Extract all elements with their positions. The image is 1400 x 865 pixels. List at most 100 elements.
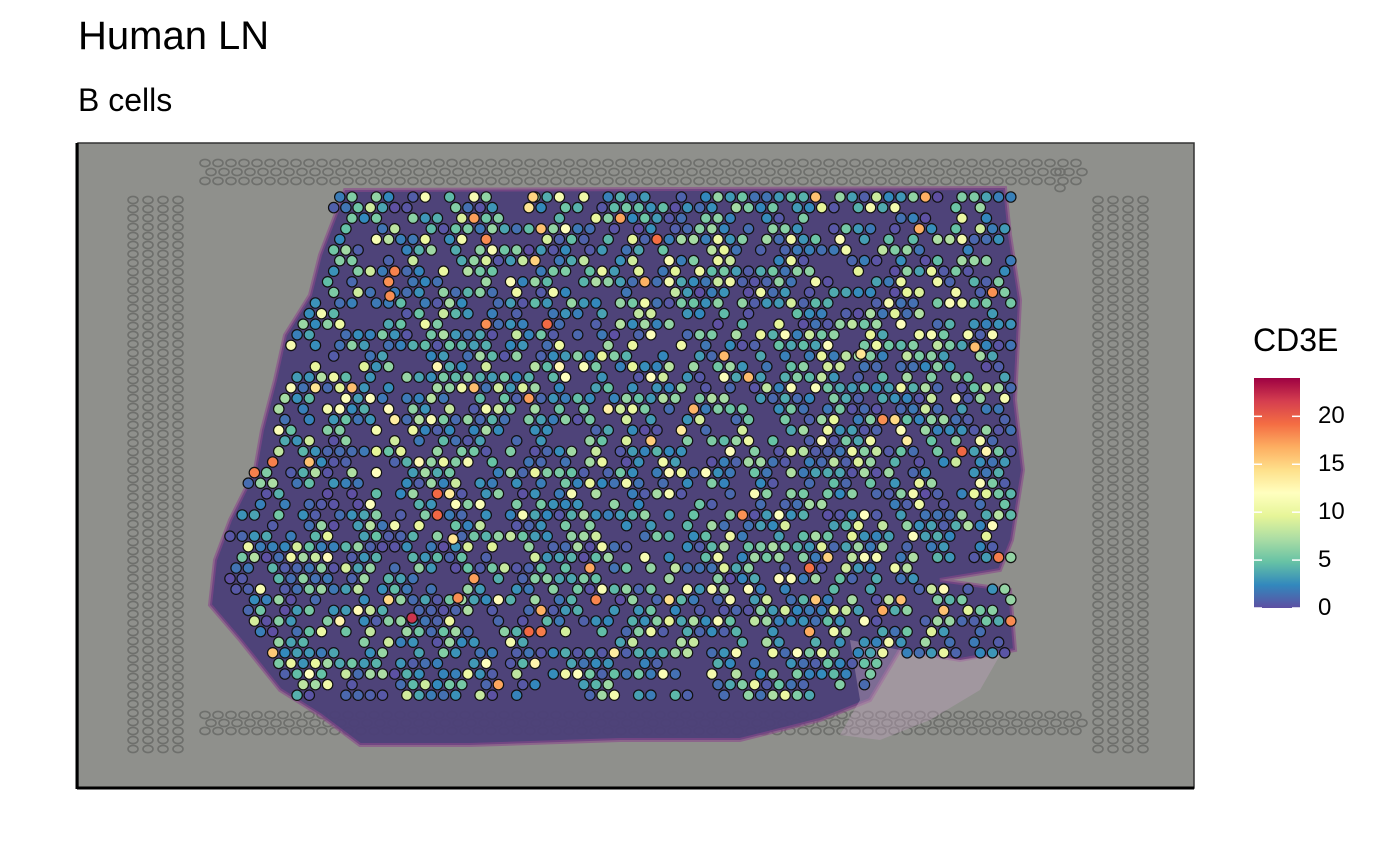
spot — [895, 424, 907, 436]
spot — [419, 212, 431, 224]
spot — [986, 583, 999, 595]
spot — [870, 466, 883, 479]
fiducial-spot — [142, 474, 154, 484]
spot — [449, 477, 462, 489]
spot — [242, 604, 255, 617]
fiducial-spot — [251, 176, 263, 186]
fiducial-spot — [875, 158, 887, 168]
fiducial-spot — [1018, 158, 1030, 168]
spot — [699, 551, 712, 564]
spot — [394, 487, 407, 500]
spot — [852, 604, 865, 617]
spot — [370, 466, 383, 479]
spot — [626, 487, 639, 500]
spot — [931, 191, 944, 203]
spot — [571, 646, 584, 659]
spot — [474, 646, 486, 659]
fiducial-spot — [205, 718, 217, 728]
fiducial-spot — [673, 167, 685, 177]
spot — [462, 668, 474, 680]
spot — [773, 551, 785, 564]
spot — [529, 297, 541, 309]
spot — [693, 540, 706, 553]
spot — [584, 244, 596, 256]
spot — [803, 265, 816, 277]
fiducial-spot — [1137, 357, 1149, 367]
spot — [724, 678, 736, 691]
spot — [590, 275, 602, 288]
spot — [785, 339, 797, 352]
fiducial-spot — [172, 573, 184, 583]
spot — [675, 424, 688, 436]
spot — [791, 604, 804, 617]
fiducial-spot — [157, 231, 169, 241]
fiducial-spot — [127, 591, 139, 601]
spot — [620, 646, 633, 659]
fiducial-spot — [836, 158, 848, 168]
spot — [394, 339, 407, 352]
fiducial-spot — [1107, 672, 1119, 682]
spot — [449, 244, 462, 256]
spot — [706, 392, 718, 405]
fiducial-spot — [1092, 204, 1104, 214]
spot — [510, 392, 523, 405]
spot — [486, 562, 499, 574]
fiducial-spot — [157, 348, 169, 358]
spot — [535, 413, 547, 426]
spot — [925, 223, 938, 235]
fiducial-spot — [920, 167, 932, 177]
spot — [803, 689, 816, 701]
tissue-edge — [207, 185, 1026, 747]
spot — [626, 275, 639, 288]
spot — [718, 477, 730, 489]
spot — [529, 551, 541, 564]
fiducial-spot — [745, 176, 757, 186]
fiducial-spot — [127, 609, 139, 619]
fiducial-spot — [836, 176, 848, 186]
spot — [852, 413, 865, 426]
spot — [431, 615, 444, 627]
spot — [303, 625, 316, 638]
spot — [401, 540, 413, 553]
fiducial-spot — [172, 663, 184, 673]
spot — [724, 487, 736, 500]
fiducial-spot — [225, 710, 237, 720]
spot — [773, 275, 785, 288]
spot — [547, 668, 560, 680]
fiducial-spot — [172, 258, 184, 268]
spot — [443, 487, 456, 500]
spot — [266, 477, 279, 489]
spot — [474, 689, 486, 701]
fiducial-spot — [172, 420, 184, 430]
fiducial-spot — [157, 744, 169, 754]
spot — [864, 456, 877, 468]
spot — [675, 593, 688, 606]
spot — [413, 265, 425, 277]
spot — [797, 657, 810, 670]
spot — [297, 657, 309, 670]
spot — [474, 350, 486, 362]
spot — [272, 636, 285, 648]
fiducial-spot — [142, 321, 154, 331]
spot — [590, 657, 602, 670]
fiducial-spot — [127, 384, 139, 394]
spot — [376, 328, 389, 341]
fiducial-spot — [127, 366, 139, 376]
spot — [285, 636, 297, 648]
spot — [748, 487, 761, 500]
fiducial-spot — [142, 591, 154, 601]
spot — [645, 223, 657, 235]
spot — [760, 678, 773, 691]
fiducial-spot — [142, 411, 154, 421]
fiducial-spot — [329, 176, 341, 186]
spot — [401, 328, 413, 341]
fiducial-spot — [992, 158, 1004, 168]
spot — [681, 307, 694, 320]
spot — [669, 456, 682, 468]
fiducial-spot — [127, 690, 139, 700]
spot — [260, 551, 273, 564]
spot — [760, 275, 773, 288]
fiducial-spot — [1137, 618, 1149, 628]
fiducial-spot — [127, 195, 139, 205]
fiducial-spot — [172, 465, 184, 475]
